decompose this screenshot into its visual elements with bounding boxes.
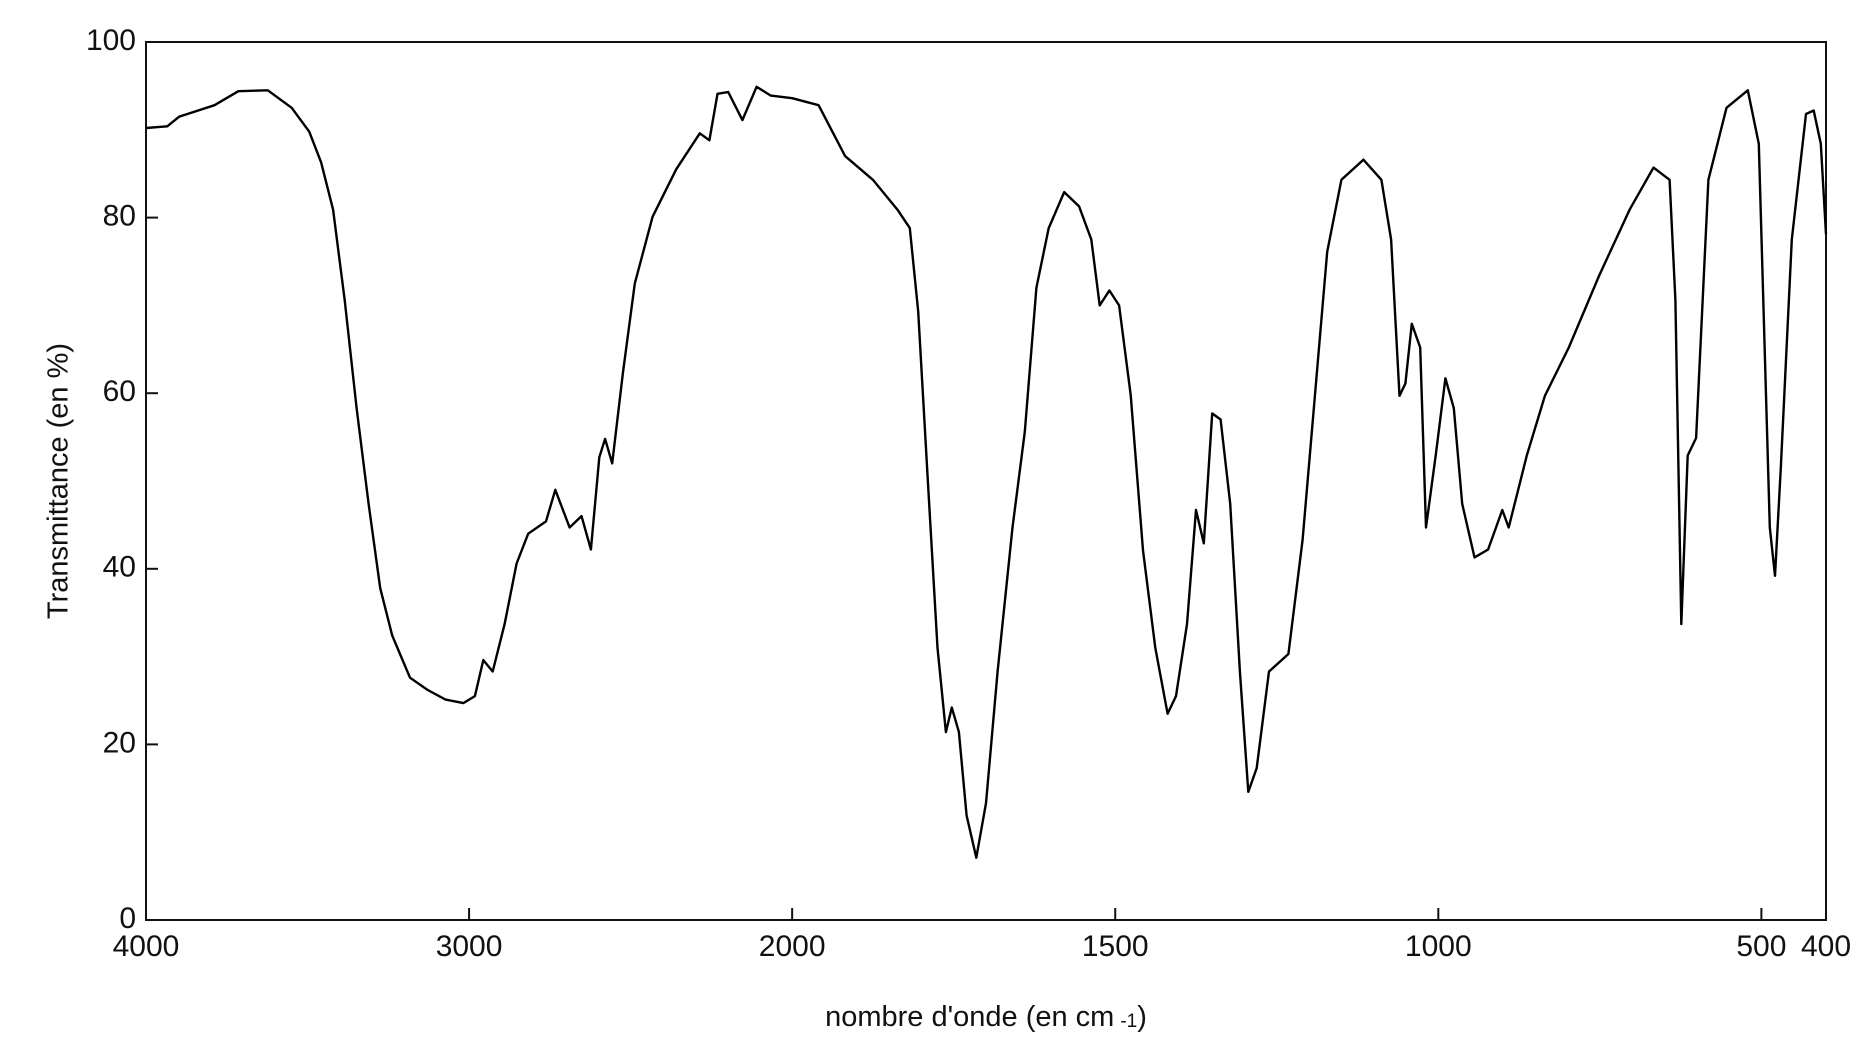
y-tick-label: 80: [103, 200, 136, 233]
y-tick-label: 100: [86, 24, 136, 57]
x-tick-label: 500: [1736, 930, 1786, 963]
plot-frame: [145, 41, 1827, 921]
x-tick-label: 4000: [113, 930, 180, 963]
y-tick-label: 20: [103, 726, 136, 759]
x-axis-title: nombre d'onde (en cm -1): [825, 1001, 1147, 1033]
y-tick-label: 60: [103, 375, 136, 408]
x-axis-title-main: nombre d'onde (en cm: [825, 1001, 1114, 1033]
x-axis-title-end: ): [1137, 1001, 1147, 1033]
x-tick-label: 3000: [436, 930, 503, 963]
x-tick-label: 2000: [759, 930, 826, 963]
x-tick-label: 1000: [1405, 930, 1472, 963]
spectrum-line: [145, 85, 1828, 859]
y-tick-label: 0: [119, 902, 136, 935]
y-tick-label: 40: [103, 551, 136, 584]
y-axis-title: Transmittance (en %): [43, 343, 75, 619]
x-tick-label: 1500: [1082, 930, 1149, 963]
x-axis-title-exponent: -1: [1120, 1011, 1137, 1032]
x-tick-label: 400: [1801, 930, 1851, 963]
